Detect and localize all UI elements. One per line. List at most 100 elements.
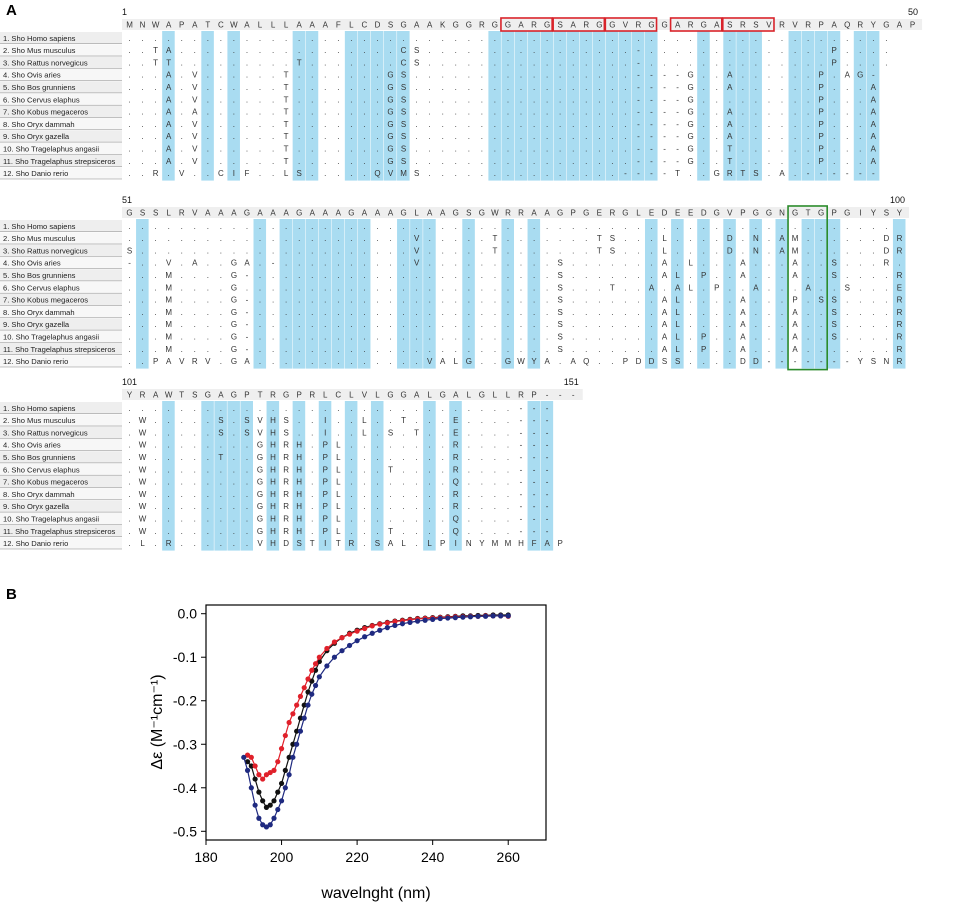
series-line-black bbox=[247, 614, 509, 809]
consensus-residue: C bbox=[218, 20, 224, 29]
residue: . bbox=[611, 108, 613, 117]
species-label: 10. Sho Tragelaphus angasii bbox=[3, 144, 99, 153]
residue: . bbox=[429, 283, 431, 292]
species-label: 1. Sho Homo sapiens bbox=[3, 34, 76, 43]
plot-frame bbox=[205, 604, 547, 841]
residue: . bbox=[650, 58, 652, 67]
residue: L bbox=[140, 539, 145, 548]
residue: . bbox=[181, 428, 183, 437]
residue: . bbox=[141, 283, 143, 292]
residue: E bbox=[453, 416, 458, 425]
residue: . bbox=[442, 490, 444, 499]
conserved-column-highlight bbox=[788, 30, 802, 181]
residue: . bbox=[533, 58, 535, 67]
residue: . bbox=[585, 169, 587, 178]
residue: . bbox=[402, 234, 404, 243]
residue: . bbox=[402, 428, 404, 437]
residue: S bbox=[414, 58, 419, 67]
residue: . bbox=[507, 259, 509, 268]
species-label: 12. Sho Danio rerio bbox=[3, 169, 68, 178]
species-label-bg bbox=[0, 93, 123, 106]
y-tick-label: -0.2 bbox=[173, 693, 197, 709]
residue: . bbox=[781, 83, 783, 92]
conserved-column-highlight bbox=[292, 218, 306, 369]
residue: . bbox=[207, 490, 209, 499]
residue: . bbox=[794, 34, 796, 43]
residue: R bbox=[453, 441, 459, 450]
residue: . bbox=[416, 222, 418, 231]
residue: . bbox=[168, 527, 170, 536]
consensus-residue: G bbox=[348, 208, 354, 217]
residue: . bbox=[533, 345, 535, 354]
consensus-residue: A bbox=[153, 390, 159, 399]
residue: . bbox=[259, 308, 261, 317]
residue: H bbox=[270, 502, 276, 511]
residue: . bbox=[141, 271, 143, 280]
residue: . bbox=[755, 132, 757, 141]
residue: . bbox=[533, 234, 535, 243]
residue: . bbox=[637, 296, 639, 305]
conserved-column-highlight bbox=[462, 218, 475, 369]
residue: . bbox=[429, 514, 431, 523]
residue: . bbox=[402, 345, 404, 354]
residue: . bbox=[350, 320, 352, 329]
residue: . bbox=[416, 283, 418, 292]
consensus-residue: - bbox=[559, 390, 562, 399]
residue: . bbox=[546, 271, 548, 280]
residue: . bbox=[207, 46, 209, 55]
residue: - bbox=[650, 132, 653, 141]
data-point-blue bbox=[316, 674, 322, 680]
conserved-column-highlight bbox=[723, 218, 736, 369]
species-label: 10. Sho Tragelaphus angasii bbox=[3, 332, 99, 341]
residue: Y bbox=[479, 539, 485, 548]
residue: . bbox=[207, 332, 209, 341]
residue: . bbox=[546, 120, 548, 129]
residue: . bbox=[337, 259, 339, 268]
residue: . bbox=[481, 527, 483, 536]
residue: . bbox=[703, 108, 705, 117]
data-point-red bbox=[369, 623, 375, 629]
residue: . bbox=[624, 332, 626, 341]
residue: . bbox=[155, 320, 157, 329]
residue: . bbox=[494, 283, 496, 292]
residue: . bbox=[311, 95, 313, 104]
consensus-residue: S bbox=[388, 20, 393, 29]
residue: . bbox=[742, 246, 744, 255]
residue: . bbox=[468, 46, 470, 55]
residue: . bbox=[442, 308, 444, 317]
residue: . bbox=[233, 108, 235, 117]
residue: . bbox=[455, 271, 457, 280]
residue: . bbox=[207, 478, 209, 487]
residue: . bbox=[416, 95, 418, 104]
residue: . bbox=[416, 120, 418, 129]
residue: . bbox=[363, 259, 365, 268]
residue: H bbox=[270, 465, 276, 474]
residue: . bbox=[220, 271, 222, 280]
residue: . bbox=[259, 95, 261, 104]
conserved-column-highlight bbox=[423, 400, 436, 551]
residue: . bbox=[807, 58, 809, 67]
consensus-residue: P bbox=[740, 208, 745, 217]
residue: . bbox=[285, 404, 287, 413]
residue: . bbox=[389, 296, 391, 305]
residue: F bbox=[245, 169, 250, 178]
residue: . bbox=[285, 308, 287, 317]
data-point-red bbox=[263, 772, 270, 778]
residue: - bbox=[637, 58, 640, 67]
residue: N bbox=[466, 539, 472, 548]
residue: . bbox=[898, 259, 900, 268]
residue: D bbox=[727, 234, 733, 243]
conserved-column-highlight bbox=[318, 218, 332, 369]
residue: . bbox=[298, 259, 300, 268]
data-point-blue bbox=[244, 767, 251, 773]
residue: . bbox=[624, 46, 626, 55]
residue: . bbox=[141, 83, 143, 92]
residue: . bbox=[416, 271, 418, 280]
residue: . bbox=[233, 246, 235, 255]
residue: . bbox=[755, 320, 757, 329]
data-point-red bbox=[252, 763, 258, 769]
residue: . bbox=[416, 144, 418, 153]
residue: . bbox=[181, 332, 183, 341]
consensus-residue: G bbox=[557, 208, 563, 217]
residue: . bbox=[520, 169, 522, 178]
